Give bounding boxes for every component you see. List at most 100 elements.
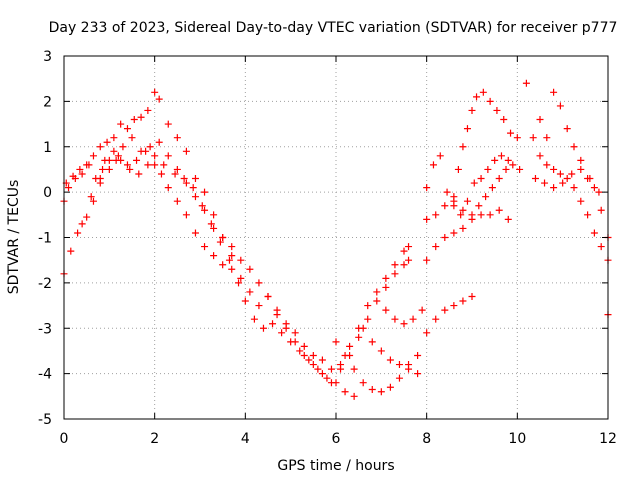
- data-point: [318, 356, 326, 364]
- y-tick-label: -2: [38, 276, 52, 292]
- grid: [64, 56, 608, 419]
- data-point: [296, 347, 304, 355]
- data-point: [341, 351, 349, 359]
- data-point: [504, 156, 512, 164]
- data-point: [463, 125, 471, 133]
- data-point: [570, 143, 578, 151]
- data-point: [173, 134, 181, 142]
- y-tick-labels: 3 2 1 0 -1 -2 -3 -4 -5: [38, 49, 52, 428]
- data-point: [99, 165, 107, 173]
- data-point: [103, 138, 111, 146]
- data-point: [400, 247, 408, 255]
- data-point: [395, 374, 403, 382]
- data-points: [60, 79, 612, 400]
- data-point: [454, 165, 462, 173]
- x-tick-label: 10: [508, 431, 526, 447]
- x-axis-label: GPS time / hours: [277, 458, 394, 474]
- data-point: [470, 179, 478, 187]
- data-point: [550, 184, 558, 192]
- data-point: [67, 247, 75, 255]
- data-point: [563, 125, 571, 133]
- data-point: [83, 213, 91, 221]
- data-point: [522, 79, 530, 87]
- data-point: [228, 265, 236, 273]
- data-point: [210, 211, 218, 219]
- data-point: [463, 197, 471, 205]
- data-point: [105, 165, 113, 173]
- data-point: [359, 379, 367, 387]
- data-point: [164, 120, 172, 128]
- data-point: [255, 279, 263, 287]
- data-point: [235, 279, 243, 287]
- data-point: [377, 347, 385, 355]
- data-point: [577, 165, 585, 173]
- data-point: [504, 215, 512, 223]
- series-D: [87, 134, 413, 373]
- data-point: [273, 306, 281, 314]
- data-point: [368, 338, 376, 346]
- data-point: [314, 365, 322, 373]
- data-point: [423, 329, 431, 337]
- data-point: [189, 184, 197, 192]
- data-point: [78, 220, 86, 228]
- data-point: [164, 152, 172, 160]
- data-point: [423, 256, 431, 264]
- data-point: [341, 388, 349, 396]
- x-tick-label: 6: [332, 431, 341, 447]
- data-point: [423, 215, 431, 223]
- data-point: [191, 229, 199, 237]
- data-point: [495, 175, 503, 183]
- data-point: [105, 156, 113, 164]
- data-point: [164, 184, 172, 192]
- series-I: [423, 161, 524, 223]
- data-point: [89, 152, 97, 160]
- data-point: [114, 152, 122, 160]
- data-point: [529, 134, 537, 142]
- series-K: [522, 79, 612, 264]
- data-point: [468, 106, 476, 114]
- data-point: [69, 172, 77, 180]
- data-point: [443, 188, 451, 196]
- data-point: [278, 329, 286, 337]
- data-point: [509, 161, 517, 169]
- data-point: [151, 152, 159, 160]
- data-point: [128, 134, 136, 142]
- data-point: [550, 88, 558, 96]
- y-tick-label: -5: [38, 412, 52, 428]
- data-point: [78, 170, 86, 178]
- data-point: [219, 261, 227, 269]
- data-point: [117, 120, 125, 128]
- series-B: [60, 147, 236, 273]
- data-point: [201, 188, 209, 196]
- data-point: [577, 156, 585, 164]
- data-point: [323, 374, 331, 382]
- data-point: [488, 184, 496, 192]
- data-point: [191, 193, 199, 201]
- data-point: [146, 143, 154, 151]
- data-point: [479, 88, 487, 96]
- data-point: [210, 224, 218, 232]
- data-point: [568, 170, 576, 178]
- data-point: [382, 283, 390, 291]
- axis-ticks: [63, 55, 609, 420]
- data-point: [207, 220, 215, 228]
- data-point: [516, 165, 524, 173]
- data-point: [171, 170, 179, 178]
- data-point: [337, 361, 345, 369]
- data-point: [157, 170, 165, 178]
- data-point: [110, 134, 118, 142]
- data-point: [110, 147, 118, 155]
- y-axis-label: SDTVAR / TECUs: [6, 180, 22, 295]
- y-tick-label: -4: [38, 367, 52, 383]
- data-point: [332, 379, 340, 387]
- data-point: [400, 261, 408, 269]
- data-point: [269, 320, 277, 328]
- data-point: [409, 315, 417, 323]
- data-point: [201, 206, 209, 214]
- data-point: [210, 252, 218, 260]
- data-point: [228, 252, 236, 260]
- data-point: [502, 165, 510, 173]
- data-point: [255, 302, 263, 310]
- data-point: [450, 229, 458, 237]
- data-point: [151, 161, 159, 169]
